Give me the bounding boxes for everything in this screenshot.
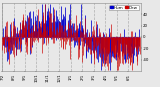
- Legend: Hum, Dew: Hum, Dew: [109, 5, 139, 10]
